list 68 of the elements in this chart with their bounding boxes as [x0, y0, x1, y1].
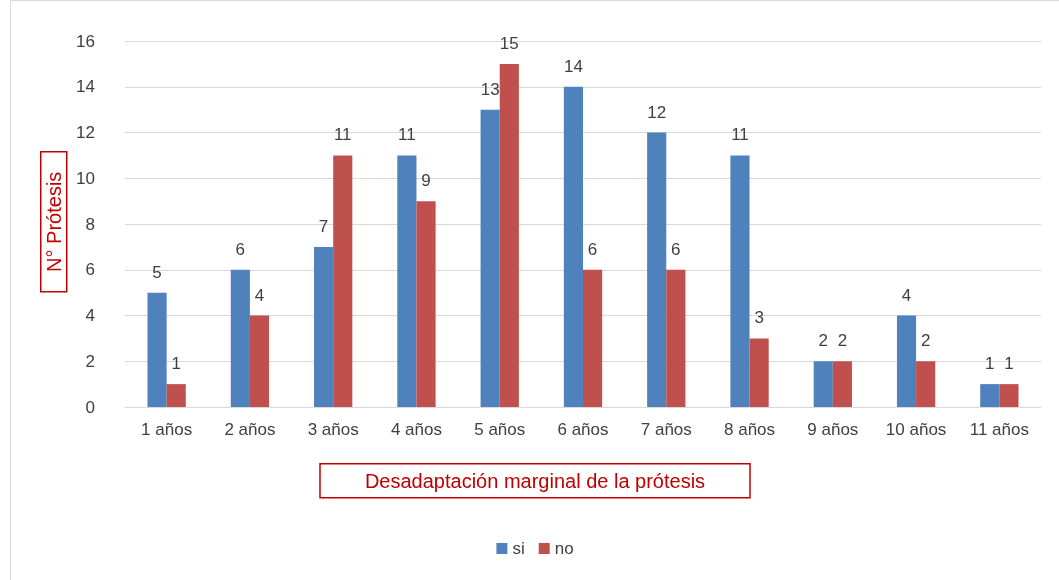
bar — [314, 246, 334, 407]
y-axis-title: N° Prótesis — [42, 171, 65, 272]
data-label: 11 — [333, 125, 352, 145]
data-label: 2 — [837, 331, 848, 351]
y-tick-label: 8 — [85, 214, 95, 234]
data-label: 13 — [480, 79, 500, 99]
legend-label: si — [512, 539, 525, 558]
data-label: 14 — [563, 56, 583, 76]
data-label: 2 — [920, 331, 931, 351]
x-tick-label: 11 años — [969, 420, 1029, 439]
data-label: 6 — [671, 239, 681, 259]
data-label: 11 — [398, 125, 416, 145]
bar — [647, 132, 667, 407]
x-tick-label: 9 años — [807, 420, 859, 439]
bar — [249, 315, 270, 407]
data-label: 1 — [171, 354, 181, 374]
data-label: 2 — [818, 331, 828, 351]
x-tick-label: 5 años — [474, 420, 526, 439]
data-label: 3 — [754, 308, 764, 328]
bar — [730, 155, 750, 407]
data-label: 4 — [254, 285, 265, 305]
bar — [583, 269, 603, 407]
x-tick-label: 2 años — [224, 420, 276, 439]
x-tick-label: 3 años — [307, 420, 359, 439]
bar — [999, 384, 1019, 407]
data-label: 11 — [731, 125, 749, 145]
bar — [896, 315, 917, 407]
bar — [499, 63, 519, 407]
x-tick-label: 10 años — [885, 420, 947, 439]
bar — [813, 361, 833, 407]
data-label: 6 — [235, 239, 246, 259]
bar — [563, 86, 583, 407]
y-tick-label: 4 — [85, 306, 95, 325]
bar — [416, 201, 436, 407]
y-tick-label: 2 — [85, 351, 95, 371]
y-tick-label: 16 — [76, 31, 95, 51]
data-label: 4 — [901, 285, 912, 305]
y-tick-label: 0 — [85, 397, 95, 417]
bar — [397, 155, 417, 407]
bar — [230, 269, 250, 407]
bar — [916, 361, 936, 407]
y-tick-label: 10 — [76, 168, 95, 188]
bar — [832, 361, 852, 407]
y-tick-label: 6 — [85, 260, 95, 280]
bar — [166, 384, 186, 407]
data-label: 7 — [318, 216, 329, 236]
x-tick-label: 7 años — [640, 420, 692, 439]
data-label: 1 — [985, 354, 995, 374]
bar — [333, 155, 353, 407]
data-label: 5 — [152, 262, 162, 282]
data-label: 12 — [647, 102, 667, 122]
x-tick-label: 6 años — [557, 420, 609, 439]
y-tick-label: 12 — [76, 123, 95, 142]
bar — [480, 109, 500, 407]
data-label: 6 — [587, 239, 598, 259]
data-label: 15 — [499, 33, 519, 53]
legend-label: no — [554, 539, 574, 558]
data-label: 1 — [1004, 354, 1014, 374]
y-tick-label: 14 — [76, 77, 95, 97]
x-tick-label: 1 años — [141, 420, 193, 439]
bar — [980, 384, 1000, 407]
bar — [666, 269, 686, 407]
data-label: 9 — [421, 171, 431, 191]
x-axis-title: Desadaptación marginal de la prótesis — [364, 469, 706, 492]
x-tick-label: 4 años — [390, 420, 442, 439]
x-tick-label: 8 años — [724, 420, 776, 439]
bar — [147, 292, 167, 407]
bar — [749, 338, 769, 407]
